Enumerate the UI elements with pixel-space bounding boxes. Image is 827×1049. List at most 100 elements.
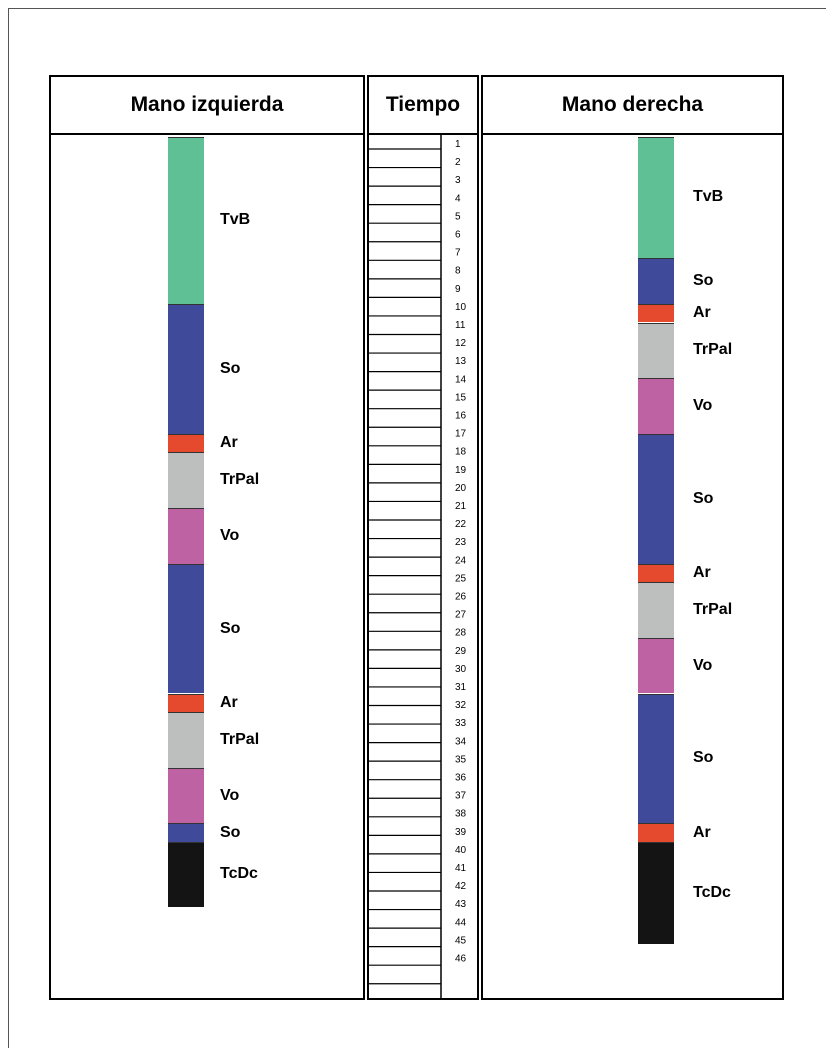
time-tick-label: 15 [455,392,467,403]
segment-label: Vo [693,396,713,414]
time-tick-label: 5 [455,211,461,222]
segment-vo [168,767,204,824]
time-tick-label: 12 [455,338,467,349]
right-hand-panel: Mano derecha TvB So Ar TrPal Vo So Ar TrPal Vo So… [481,75,784,1000]
segment-so [638,693,674,824]
time-header: Tiempo [369,77,477,135]
segment-label: TrPal [693,601,733,619]
segment-label: So [220,823,241,841]
time-tick-label: 38 [455,809,467,820]
time-tick-label: 46 [455,954,467,965]
segment-trpal [168,452,204,508]
segment-label: So [693,749,714,767]
segment-ar [638,823,674,842]
time-tick-label: 24 [455,555,467,566]
time-tick-label: 45 [455,935,467,946]
segment-trpal [638,582,674,638]
segment-label: Ar [693,823,711,841]
time-tick-label: 17 [455,429,467,440]
time-tick-label: 10 [455,302,467,313]
segment-ar [168,693,204,713]
time-tick-label: 21 [455,501,467,512]
right-hand-header: Mano derecha [483,77,782,135]
time-tick-label: 11 [455,320,466,331]
time-tick-label: 39 [455,827,467,838]
segment-label: So [693,271,714,289]
time-tick-label: 9 [455,284,461,295]
page-border [8,8,826,1048]
segment-label: So [693,489,714,507]
time-tick-label: 18 [455,447,467,458]
time-tick-label: 40 [455,845,467,856]
time-tick-label: 43 [455,899,467,910]
time-tick-label: 13 [455,356,467,367]
segment-label: Ar [693,563,711,581]
segment-label: TrPal [220,730,260,748]
time-tick-label: 4 [455,193,461,204]
segment-label: Vo [220,786,240,804]
time-scale: 1234567891011121314151617181920212223242… [369,133,467,998]
segment-ar [638,563,674,583]
segment-tvb [168,137,204,304]
segment-tcdc [638,841,674,944]
segment-tvb [638,137,674,258]
time-tick-label: 37 [455,791,467,802]
segment-label: TrPal [220,471,260,489]
time-tick-label: 20 [455,483,467,494]
time-tick-label: 23 [455,537,467,548]
segment-label: TcDc [220,865,258,883]
time-tick-label: 33 [455,718,467,729]
segment-trpal [168,712,204,768]
time-tick-label: 22 [455,519,467,530]
segment-so [168,823,204,842]
time-tick-label: 30 [455,664,467,675]
time-tick-label: 29 [455,646,467,657]
time-tick-label: 19 [455,465,467,476]
left-hand-panel: Mano izquierda TvB So Ar TrPal Vo So Ar TrPal Vo… [49,75,365,1000]
time-tick-label: 16 [455,411,467,422]
time-tick-label: 26 [455,592,467,603]
segment-label: So [220,359,241,377]
segment-vo [168,508,204,564]
time-tick-label: 14 [455,374,467,385]
time-tick-label: 7 [455,248,461,259]
time-tick-label: 35 [455,754,467,765]
time-tick-label: 32 [455,700,467,711]
segment-label: TrPal [693,341,733,359]
segment-trpal [638,322,674,379]
time-tick-label: 41 [455,863,467,874]
time-tick-label: 34 [455,736,467,747]
time-tick-label: 42 [455,881,467,892]
time-tick-label: 2 [455,157,461,168]
segment-label: Ar [693,304,711,322]
time-tick-label: 36 [455,773,467,784]
segment-label: TcDc [693,883,731,901]
segment-label: Vo [220,526,240,544]
segment-tcdc [168,841,204,907]
time-tick-label: 6 [455,230,461,241]
time-tick-label: 1 [455,139,461,150]
segment-ar [168,433,204,453]
time-tick-label: 31 [455,682,467,693]
segment-label: Ar [220,693,238,711]
segment-vo [638,378,674,434]
segment-ar [638,303,674,323]
segment-vo [638,637,674,694]
time-tick-label: 3 [455,175,461,186]
time-tick-label: 28 [455,628,467,639]
segment-so [638,433,674,564]
time-panel: Tiempo 1 2 3 4 5 6 7 8 9 10 11 12 13 14 15 16 17 18 19 20 21… [367,75,479,1000]
time-tick-label: 25 [455,573,467,584]
segment-label: TvB [693,188,724,206]
segment-label: So [220,619,241,637]
segment-label: Vo [693,656,713,674]
time-tick-label: 44 [455,917,467,928]
segment-so [168,563,204,694]
time-tick-label: 27 [455,610,467,621]
segment-label: Ar [220,434,238,452]
time-tick-label: 8 [455,266,461,277]
segment-label: TvB [220,211,251,229]
segment-so [168,303,204,434]
left-hand-header: Mano izquierda [51,77,363,135]
segment-so [638,257,674,304]
